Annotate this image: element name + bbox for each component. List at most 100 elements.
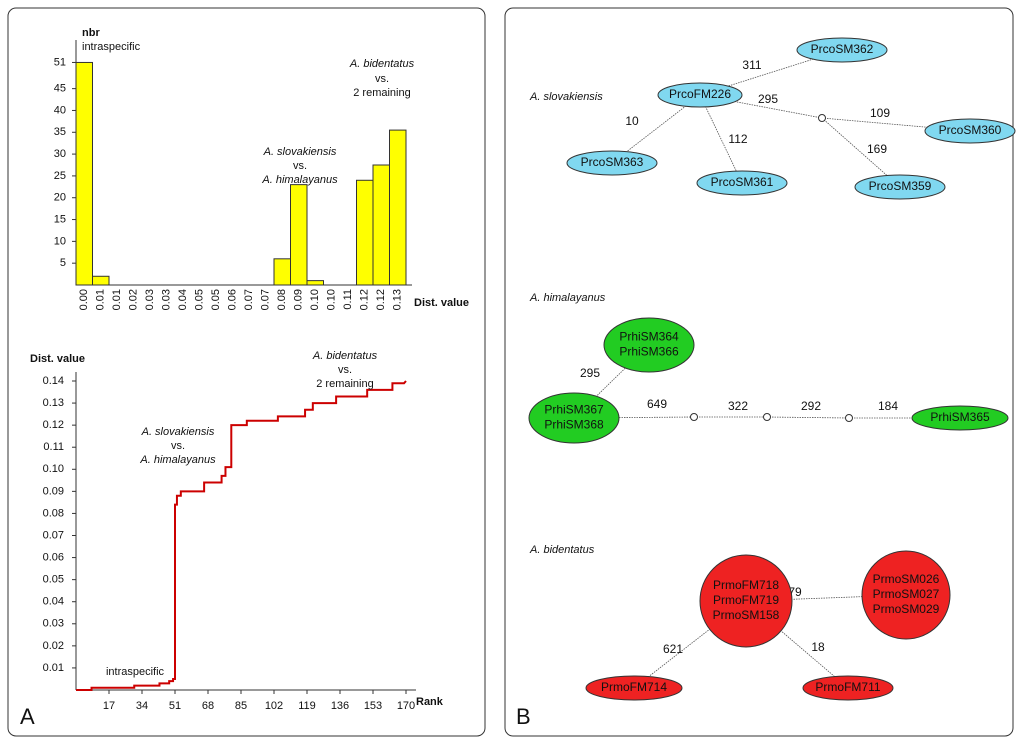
annotation: A. himalayanus [139, 454, 216, 466]
panel-label: B [516, 704, 531, 729]
x-tick-label: 0.10 [309, 289, 321, 310]
y-tick-label: 0.04 [43, 596, 64, 608]
edge [766, 416, 850, 419]
line [76, 380, 407, 691]
edge-label: 18 [811, 640, 825, 654]
x-tick-label: 0.05 [194, 289, 206, 310]
x-tick-label: 0.08 [276, 289, 288, 310]
node-label: PrcoSM362 [811, 42, 874, 56]
node-label: PrmoFM714 [601, 680, 667, 694]
bar [306, 280, 324, 286]
annotation: A. bidentatus [349, 58, 415, 70]
edge-label: 649 [647, 397, 667, 411]
node-label: PrcoSM360 [939, 123, 1002, 137]
node-label: PrmoFM718 [713, 578, 779, 592]
bar [290, 184, 308, 286]
x-tick-label: 0.00 [78, 289, 90, 310]
node [861, 550, 951, 640]
y-tick-label: 0.13 [43, 397, 64, 409]
edge-label: 311 [742, 58, 761, 72]
panel-label: A [20, 704, 35, 729]
x-tick-label: 153 [364, 700, 382, 712]
x-tick-label: 0.07 [260, 289, 272, 310]
x-axis-label: Dist. value [414, 297, 469, 309]
x-tick-label: 17 [103, 700, 115, 712]
junction [845, 414, 853, 422]
edge-label: 184 [878, 399, 898, 413]
x-tick-label: 0.06 [227, 289, 239, 310]
y-tick-label: 0.11 [43, 441, 64, 453]
bar [92, 275, 110, 286]
junction [690, 413, 698, 421]
x-tick-label: 0.03 [144, 289, 156, 310]
node-label: PrmoSM027 [873, 587, 940, 601]
node [657, 82, 743, 108]
x-tick-label: 0.01 [95, 289, 107, 310]
node [796, 37, 888, 63]
bar [273, 258, 291, 286]
node-label: PrmoFM719 [713, 593, 779, 607]
annotation: 2 remaining [353, 87, 410, 99]
node [585, 675, 683, 701]
y-tick-label: 20 [54, 192, 66, 204]
y-tick-label: 25 [54, 170, 66, 182]
y-axis-label: nbr [82, 27, 100, 39]
y-tick-label: 0.12 [43, 419, 64, 431]
node-label: PrcoFM226 [669, 87, 731, 101]
y-tick-label: 0.07 [43, 529, 64, 541]
node-label: PrhiSM364 [619, 330, 679, 344]
group-label: A. bidentatus [529, 544, 595, 556]
node [924, 118, 1016, 144]
bar [389, 129, 407, 286]
x-tick-label: 85 [235, 700, 247, 712]
node-label: PrhiSM367 [544, 403, 604, 417]
x-tick-label: 0.12 [359, 289, 371, 310]
y-tick-label: 0.03 [43, 618, 64, 630]
annotation: A. slovakiensis [141, 426, 215, 438]
x-axis-label: Rank [416, 696, 444, 708]
x-tick-label: 136 [331, 700, 349, 712]
x-tick-label: 0.09 [293, 289, 305, 310]
node-label: PrmoSM029 [873, 602, 940, 616]
y-axis-label: Dist. value [30, 353, 85, 365]
node-label: PrhiSM366 [619, 345, 679, 359]
y-tick-label: 10 [54, 235, 66, 247]
annotation: intraspecific [106, 666, 165, 678]
bar [75, 61, 93, 286]
y-tick-label: 45 [54, 83, 66, 95]
annotation: intraspecific [82, 41, 141, 53]
x-tick-label: 0.11 [342, 289, 354, 310]
edge-label: 322 [728, 399, 748, 413]
edge-label: 295 [758, 92, 778, 106]
annotation: vs. [293, 160, 307, 172]
node-label: PrhiSM368 [544, 418, 604, 432]
annotation: 2 remaining [316, 378, 373, 390]
group-label: A. slovakiensis [529, 91, 603, 103]
x-tick-label: 0.02 [128, 289, 140, 310]
y-tick-label: 0.02 [43, 640, 64, 652]
edge-label: 109 [870, 106, 890, 120]
x-tick-label: 0.07 [243, 289, 255, 310]
annotation: vs. [171, 440, 185, 452]
x-tick-label: 119 [298, 700, 316, 712]
annotation: A. himalayanus [261, 174, 338, 186]
annotation: vs. [338, 364, 352, 376]
x-tick-label: 0.12 [375, 289, 387, 310]
y-tick-label: 0.05 [43, 574, 64, 586]
node-label: PrcoSM361 [711, 175, 774, 189]
node-label: PrmoSM158 [713, 608, 780, 622]
group-label: A. himalayanus [529, 292, 606, 304]
x-tick-label: 0.05 [210, 289, 222, 310]
edge-label: 292 [801, 399, 821, 413]
x-tick-label: 51 [169, 700, 181, 712]
x-tick-label: 34 [136, 700, 148, 712]
node [854, 174, 946, 200]
annotation: A. bidentatus [312, 350, 378, 362]
y-tick-label: 40 [54, 104, 66, 116]
y-tick-label: 51 [54, 56, 66, 68]
x-tick-label: 68 [202, 700, 214, 712]
junction [818, 114, 826, 122]
bar [372, 164, 390, 286]
annotation: A. slovakiensis [263, 146, 337, 158]
x-tick-label: 0.13 [392, 289, 404, 310]
